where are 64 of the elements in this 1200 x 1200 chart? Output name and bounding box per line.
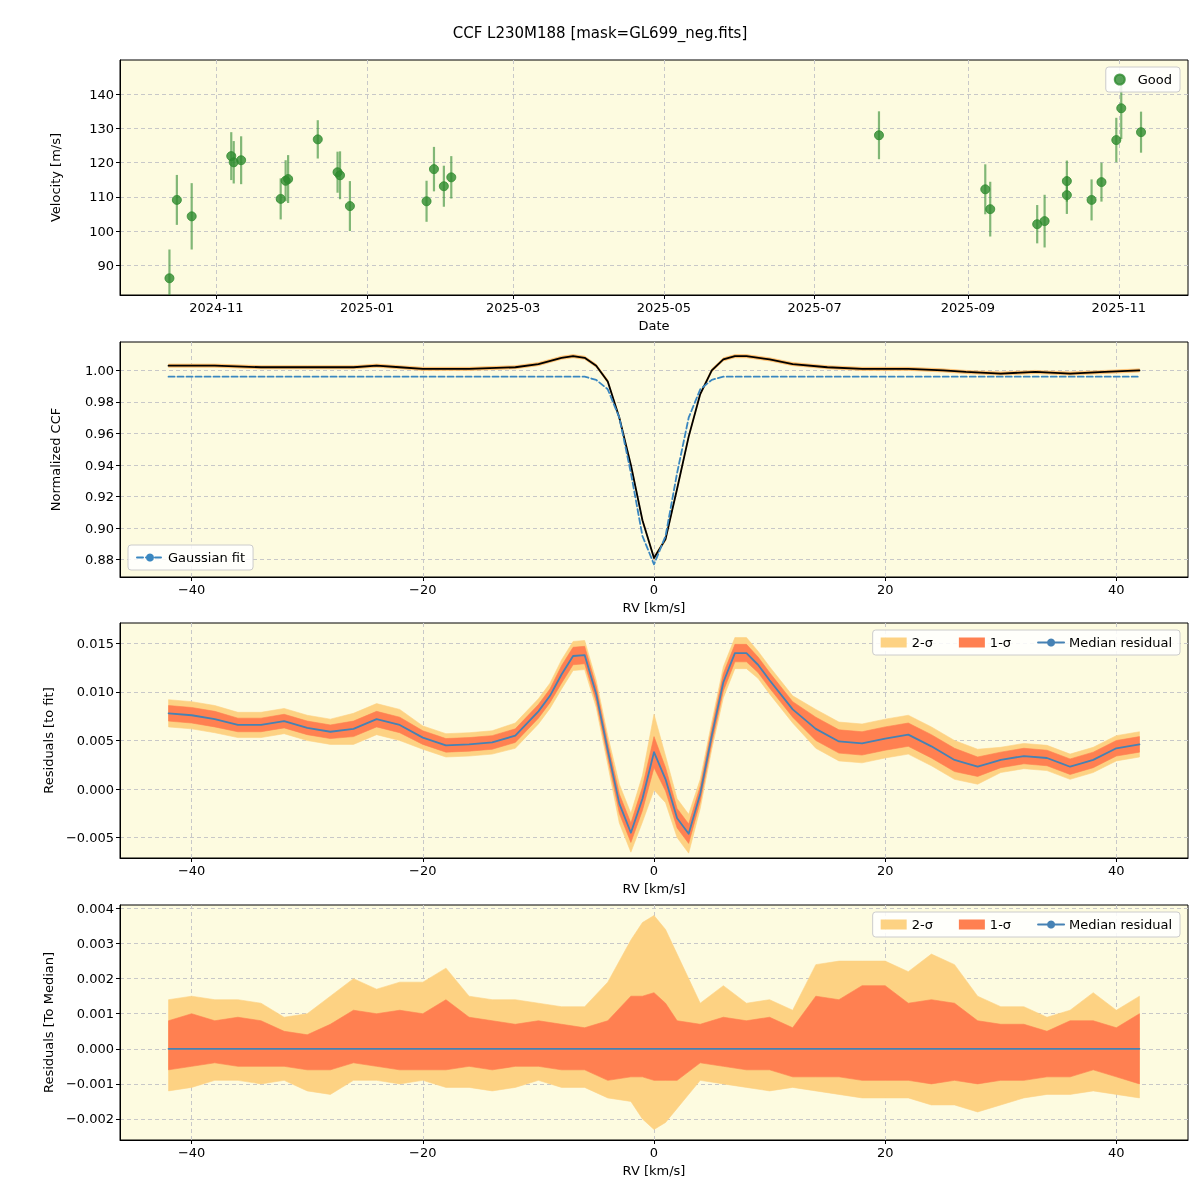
y-tick-label: 130	[89, 120, 114, 136]
x-tick-label: 40	[1108, 582, 1125, 597]
y-tick-label: 140	[89, 86, 114, 102]
x-tick-label: 20	[876, 1145, 894, 1160]
legend-label: Median residual	[1069, 635, 1173, 650]
x-axis-title: RV [km/s]	[622, 600, 686, 615]
legend-label: 1-σ	[989, 635, 1012, 650]
y-tick-label: 0.001	[76, 1006, 114, 1022]
x-tick-label: 2025-09	[940, 300, 996, 315]
x-tick-label: −40	[177, 582, 206, 597]
y-tick-label: 0.000	[76, 781, 114, 797]
legend-label: 2-σ	[911, 917, 933, 932]
legend-label: Gaussian fit	[168, 550, 246, 565]
x-tick-label: 0	[649, 863, 659, 878]
x-tick-label: −40	[177, 1145, 206, 1160]
x-tick-label: 40	[1108, 863, 1125, 878]
x-tick-label: 2025-11	[1091, 300, 1146, 315]
x-axis-title: Date	[638, 318, 670, 333]
legend-label: Good	[1137, 72, 1172, 87]
x-tick-label: 2025-03	[485, 300, 541, 315]
x-tick-label: 0	[649, 1145, 659, 1160]
x-tick-label: −20	[409, 863, 437, 878]
y-tick-label: 0.88	[85, 552, 114, 568]
y-tick-label: 0.92	[85, 489, 114, 505]
x-tick-label: 20	[876, 582, 894, 597]
legend-label: Median residual	[1069, 917, 1173, 932]
y-tick-label: 0.90	[85, 520, 114, 536]
y-axis-title: Residuals [To Median]	[40, 951, 56, 1094]
y-axis-title: Normalized CCF	[48, 407, 63, 512]
x-axis-title: RV [km/s]	[622, 881, 686, 896]
y-tick-label: 0.96	[85, 425, 114, 441]
y-tick-label: 100	[89, 223, 114, 239]
y-tick-label: −0.001	[65, 1076, 114, 1092]
legend-label: 1-σ	[989, 917, 1012, 932]
y-tick-label: 0.003	[76, 936, 114, 952]
x-tick-label: 2025-07	[787, 300, 842, 315]
y-tick-label: −0.002	[65, 1111, 114, 1127]
y-tick-label: 0.004	[76, 901, 114, 917]
x-tick-label: 2025-01	[340, 300, 395, 315]
y-axis-title: Velocity [m/s]	[48, 132, 63, 223]
y-tick-label: −0.005	[65, 830, 114, 846]
y-tick-label: 0.94	[85, 457, 114, 473]
y-tick-label: 0.002	[76, 971, 114, 987]
x-axis-title: RV [km/s]	[622, 1163, 686, 1178]
x-tick-label: 40	[1108, 1145, 1125, 1160]
x-tick-label: −20	[409, 1145, 437, 1160]
legend-label: 2-σ	[911, 635, 933, 650]
y-tick-label: 0.015	[76, 635, 114, 651]
y-tick-label: 110	[89, 189, 114, 205]
y-tick-label: 0.005	[76, 733, 114, 748]
y-tick-label: 120	[89, 155, 114, 171]
y-tick-label: 0.010	[76, 684, 114, 700]
x-tick-label: −40	[177, 863, 206, 878]
x-tick-label: 2025-05	[636, 300, 692, 315]
y-tick-label: 1.00	[85, 362, 114, 378]
x-tick-label: 0	[649, 582, 659, 597]
y-tick-label: 0.000	[76, 1041, 114, 1057]
y-tick-label: 0.98	[85, 394, 114, 410]
y-axis-title: Residuals [to fit]	[40, 687, 56, 794]
x-tick-label: −20	[409, 582, 437, 597]
x-tick-label: 2024-11	[189, 300, 244, 315]
chart-title: CCF L230M188 [mask=GL699_neg.fits]	[452, 23, 748, 43]
x-tick-label: 20	[876, 863, 894, 878]
y-tick-label: 90	[97, 257, 114, 273]
